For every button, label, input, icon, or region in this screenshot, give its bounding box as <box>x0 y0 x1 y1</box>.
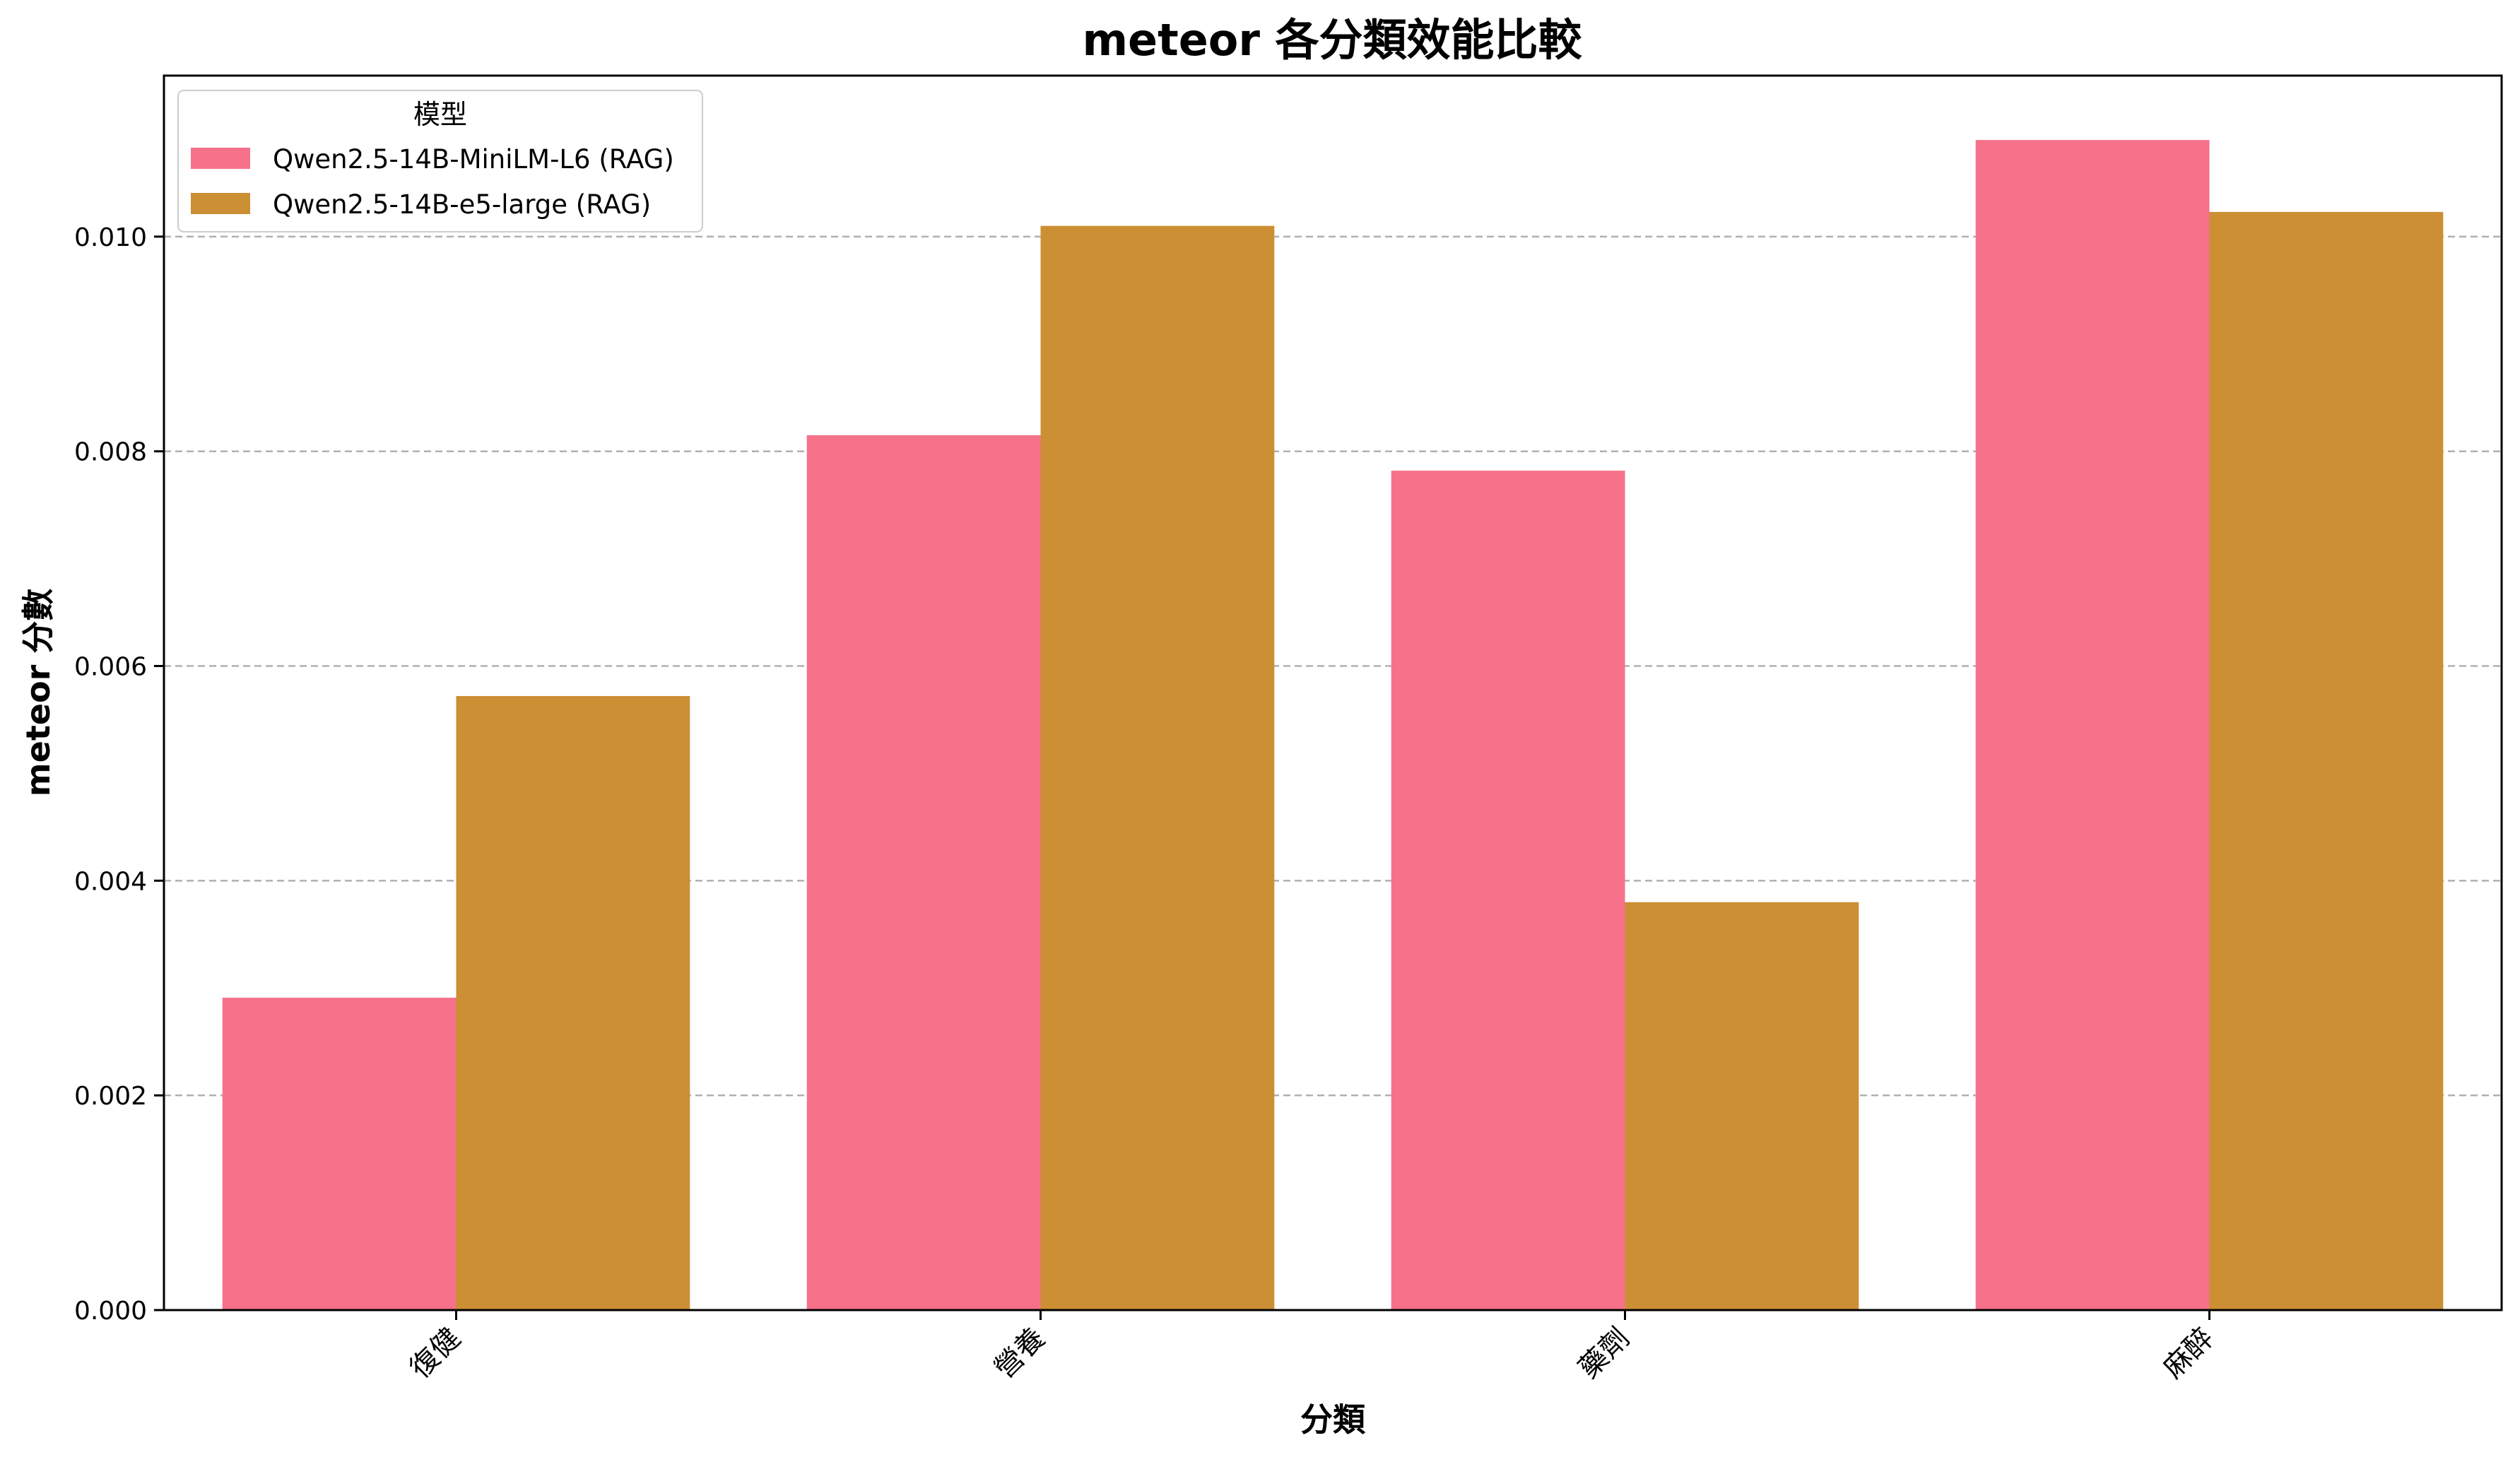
y-tick-label: 0.000 <box>74 1297 147 1326</box>
bars <box>222 140 2444 1311</box>
bar-e5-large-3 <box>1625 902 1859 1310</box>
legend-swatch-e5-large <box>191 193 250 214</box>
y-tick-label: 0.010 <box>74 223 147 252</box>
bar-e5-large-1 <box>456 696 690 1310</box>
x-axis-label: 分類 <box>1300 1401 1366 1439</box>
bar-e5-large-4 <box>2209 211 2444 1310</box>
y-tick-label: 0.006 <box>74 653 147 682</box>
y-axis-label: meteor 分數 <box>19 589 57 797</box>
plot-frame <box>163 74 2503 1311</box>
bar-minilm-3 <box>1391 471 1625 1310</box>
legend: 模型 Qwen2.5-14B-MiniLM-L6 (RAG) Qwen2.5-1… <box>177 90 703 232</box>
legend-label-minilm: Qwen2.5-14B-MiniLM-L6 (RAG) <box>273 144 674 175</box>
bar-minilm-1 <box>222 997 457 1310</box>
bar-e5-large-2 <box>1040 225 1275 1311</box>
legend-swatch-minilm <box>191 148 250 169</box>
y-tick-label: 0.002 <box>74 1082 147 1111</box>
chart-title: meteor 各分類效能比較 <box>1082 14 1582 66</box>
y-tick-label: 0.004 <box>74 867 147 896</box>
legend-title: 模型 <box>413 99 467 130</box>
legend-frame <box>177 90 703 232</box>
bar-minilm-2 <box>806 435 1041 1310</box>
legend-label-e5-large: Qwen2.5-14B-e5-large (RAG) <box>273 189 651 220</box>
bar-minilm-4 <box>1975 140 2210 1310</box>
y-axis: 0.000 0.002 0.004 0.006 0.008 0.010 <box>74 223 164 1326</box>
y-tick-label: 0.008 <box>74 438 147 467</box>
